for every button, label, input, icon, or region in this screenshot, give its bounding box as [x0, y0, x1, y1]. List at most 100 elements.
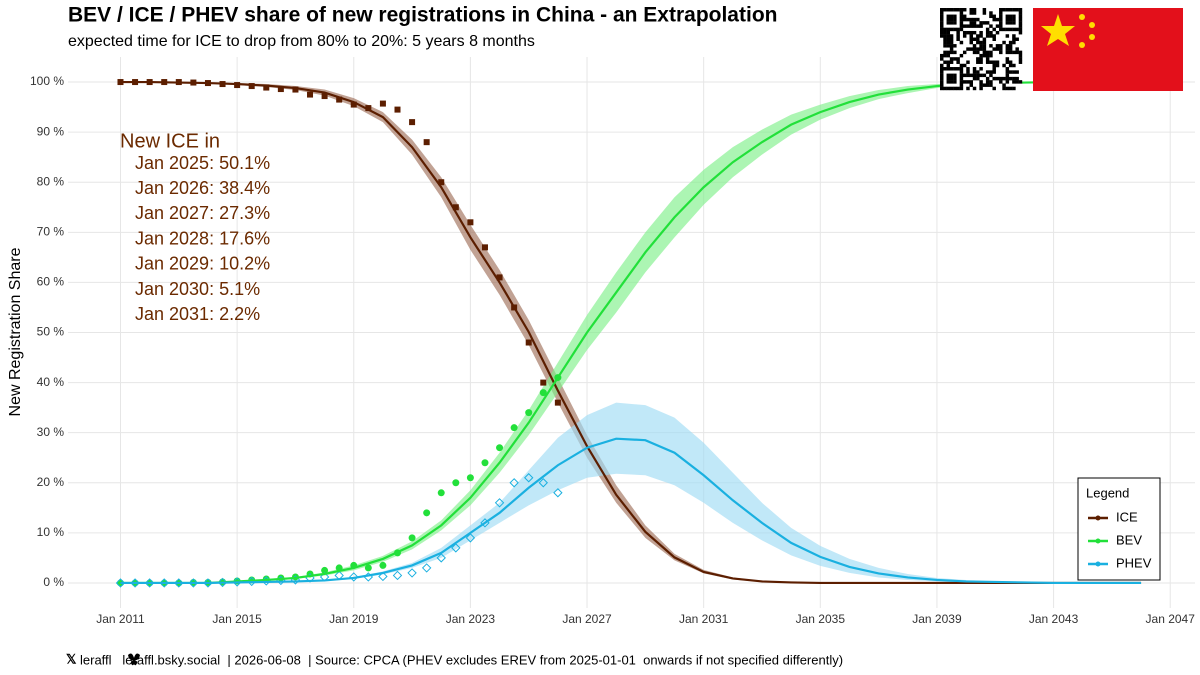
qr-module — [946, 50, 951, 55]
qr-module — [1002, 83, 1006, 87]
qr-module — [982, 11, 987, 15]
qr-module — [972, 8, 977, 12]
y-tick-label: 70 % — [37, 224, 65, 238]
qr-module — [979, 80, 983, 84]
qr-module — [982, 37, 987, 41]
qr-module — [979, 47, 983, 51]
qr-module — [992, 27, 996, 32]
qr-module — [989, 70, 993, 74]
data-point — [336, 96, 343, 103]
legend-label: BEV — [1116, 532, 1142, 547]
qr-module — [985, 70, 990, 74]
qr-module — [1005, 8, 1010, 12]
qr-module — [999, 17, 1003, 22]
qr-module — [962, 17, 967, 22]
qr-module — [953, 44, 957, 48]
flag — [1033, 8, 1183, 91]
qr-module — [992, 63, 996, 68]
qr-module — [999, 27, 1003, 32]
qr-module — [946, 44, 951, 48]
qr-module — [985, 34, 990, 38]
qr-module — [943, 8, 947, 12]
data-point — [248, 83, 255, 90]
qr-module — [962, 30, 967, 35]
data-point — [115, 578, 126, 588]
qr-module — [982, 73, 987, 78]
qr-module — [972, 67, 977, 71]
qr-module — [940, 27, 944, 32]
qr-module — [966, 70, 970, 74]
qr-module — [946, 80, 951, 84]
qr-module — [1018, 53, 1023, 58]
qr-module — [995, 76, 1000, 81]
data-point — [263, 84, 270, 91]
qr-module — [956, 37, 960, 41]
qr-module — [946, 27, 951, 32]
chart-subtitle: expected time for ICE to drop from 80% t… — [68, 33, 535, 50]
qr-module — [1002, 86, 1006, 91]
qr-module — [1015, 8, 1019, 12]
qr-module — [946, 53, 951, 58]
y-tick-label: 30 % — [37, 425, 65, 439]
qr-module — [940, 21, 944, 25]
qr-module — [969, 83, 973, 87]
qr-module — [1002, 63, 1006, 68]
qr-module — [1018, 11, 1023, 15]
flag-field — [1033, 8, 1183, 91]
qr-module — [940, 63, 944, 68]
qr-module — [992, 86, 996, 91]
qr-module — [1018, 27, 1023, 32]
qr-module — [972, 70, 977, 74]
qr-module — [995, 47, 1000, 51]
qr-module — [1008, 50, 1013, 55]
qr-module — [966, 73, 970, 78]
qr-module — [1012, 86, 1016, 91]
data-point — [438, 179, 445, 186]
data-point — [494, 498, 505, 508]
qr-module — [1008, 86, 1013, 91]
qr-module — [972, 37, 977, 41]
qr-module — [959, 83, 964, 87]
data-point — [379, 561, 387, 569]
qr-module — [1005, 44, 1010, 48]
data-point — [365, 105, 372, 112]
qr-module — [949, 21, 954, 25]
annotation-line: Jan 2031: 2.2% — [135, 304, 260, 324]
qr-module — [959, 17, 964, 22]
qr-module — [943, 40, 947, 45]
footer-icons: 𝕏 — [66, 651, 140, 666]
qr-module — [972, 24, 977, 28]
qr-module — [979, 21, 983, 25]
data-point — [307, 91, 314, 98]
qr-module — [976, 57, 980, 61]
qr-module — [940, 86, 944, 91]
annotation-line: Jan 2029: 10.2% — [135, 254, 270, 274]
qr-module — [979, 83, 983, 87]
qr-module — [953, 50, 957, 55]
qr-module — [1002, 27, 1006, 32]
qr-module — [995, 30, 1000, 35]
data-point — [159, 578, 169, 588]
qr-module — [962, 50, 967, 55]
qr-module — [1018, 24, 1023, 28]
qr-module — [1012, 21, 1016, 25]
qr-module — [999, 11, 1003, 15]
qr-module — [999, 44, 1003, 48]
qr-module — [1018, 30, 1023, 35]
flag-star — [1079, 42, 1085, 48]
qr-module — [953, 67, 957, 71]
y-tick-label: 40 % — [37, 375, 65, 389]
qr-module — [982, 40, 987, 45]
qr-module — [959, 40, 964, 45]
legend-swatch — [1095, 561, 1101, 567]
qr-module — [949, 14, 954, 19]
qr-module — [1008, 14, 1013, 19]
qr-module — [959, 70, 964, 74]
qr-module — [946, 34, 951, 38]
qr-module — [992, 60, 996, 64]
qr-module — [1005, 86, 1010, 91]
qr-module — [959, 63, 964, 68]
qr-module — [959, 53, 964, 58]
qr-module — [1015, 47, 1019, 51]
qr-module — [946, 63, 951, 68]
